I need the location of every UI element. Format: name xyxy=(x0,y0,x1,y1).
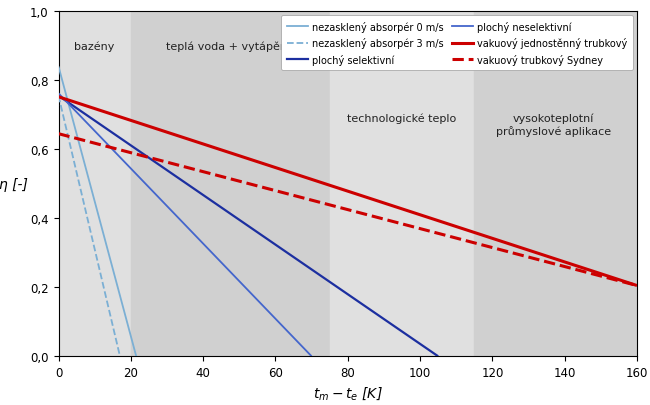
Text: technologické teplo: technologické teplo xyxy=(347,114,456,124)
Text: bazény: bazény xyxy=(75,41,115,52)
Bar xyxy=(131,12,330,356)
Bar xyxy=(330,12,474,356)
Legend: nezasklený absorpér 0 m/s, nezasklený absorpér 3 m/s, plochý selektivní, plochý : nezasklený absorpér 0 m/s, nezasklený ab… xyxy=(281,16,633,71)
Text: vysokoteplotní
průmyslové aplikace: vysokoteplotní průmyslové aplikace xyxy=(497,114,612,137)
X-axis label: $t_m - t_e$ [K]: $t_m - t_e$ [K] xyxy=(313,385,383,401)
Y-axis label: η [-]: η [-] xyxy=(0,177,28,191)
Bar xyxy=(58,12,131,356)
Text: teplá voda + vytápění: teplá voda + vytápění xyxy=(166,41,291,52)
Bar xyxy=(474,12,637,356)
